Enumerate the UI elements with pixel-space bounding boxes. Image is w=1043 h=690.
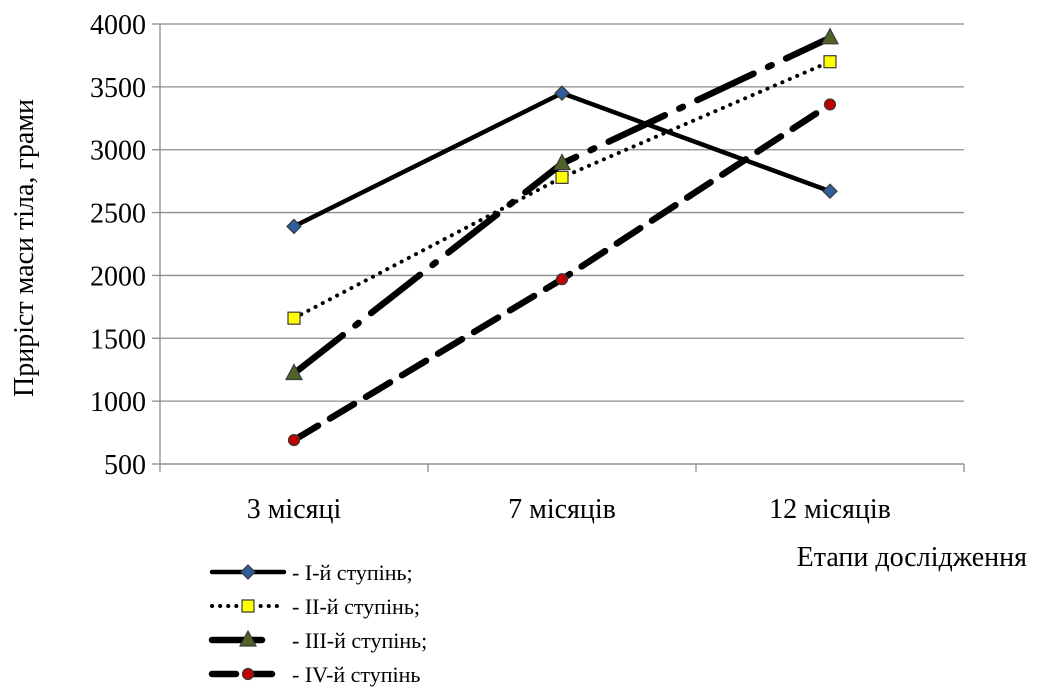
- data-point: [823, 184, 837, 198]
- y-tick-label: 3500: [90, 73, 146, 104]
- legend-label: - IV-й ступінь: [292, 662, 420, 687]
- y-tick-label: 2000: [90, 261, 146, 292]
- legend-label: - ІІ-й ступінь;: [292, 594, 420, 619]
- x-tick-label: 12 місяців: [769, 494, 891, 525]
- y-tick-label: 1000: [90, 387, 146, 418]
- legend-marker: [242, 600, 254, 612]
- data-point: [288, 312, 300, 324]
- x-tick-label: 7 місяців: [508, 494, 616, 525]
- legend-marker: [241, 565, 255, 579]
- data-point: [822, 29, 838, 44]
- data-point: [824, 56, 836, 68]
- x-tick-labels: 3 місяці 7 місяців 12 місяців: [247, 494, 891, 525]
- y-tick-label: 2500: [90, 199, 146, 230]
- data-point: [556, 171, 568, 183]
- series-group: [286, 29, 838, 446]
- data-point: [289, 435, 300, 446]
- x-axis-title: Етапи дослідження: [797, 542, 1027, 573]
- y-tick-label: 1500: [90, 324, 146, 355]
- y-axis-title: Приріст маси тіла, грами: [9, 99, 40, 397]
- legend: - І-й ступінь; - ІІ-й ступінь; - ІІІ-й сту…: [212, 560, 427, 687]
- y-tick-labels: 500 1000 1500 2000 2500 3000 3500 4000: [90, 10, 146, 481]
- y-tick-label: 4000: [90, 10, 146, 41]
- legend-item: - І-й ступінь;: [212, 560, 413, 585]
- y-tick-label: 500: [104, 450, 146, 481]
- series-4: [289, 99, 836, 446]
- legend-item: - ІІ-й ступінь;: [212, 594, 420, 619]
- legend-item: - ІІІ-й ступінь;: [212, 628, 427, 653]
- legend-item: - IV-й ступінь: [212, 662, 420, 687]
- data-point: [825, 99, 836, 110]
- x-tick-label: 3 місяці: [247, 494, 342, 525]
- legend-label: - ІІІ-й ступінь;: [292, 628, 427, 653]
- series-3: [286, 29, 838, 380]
- legend-marker: [243, 669, 254, 680]
- data-point: [557, 274, 568, 285]
- legend-label: - І-й ступінь;: [292, 560, 413, 585]
- y-tick-label: 3000: [90, 136, 146, 167]
